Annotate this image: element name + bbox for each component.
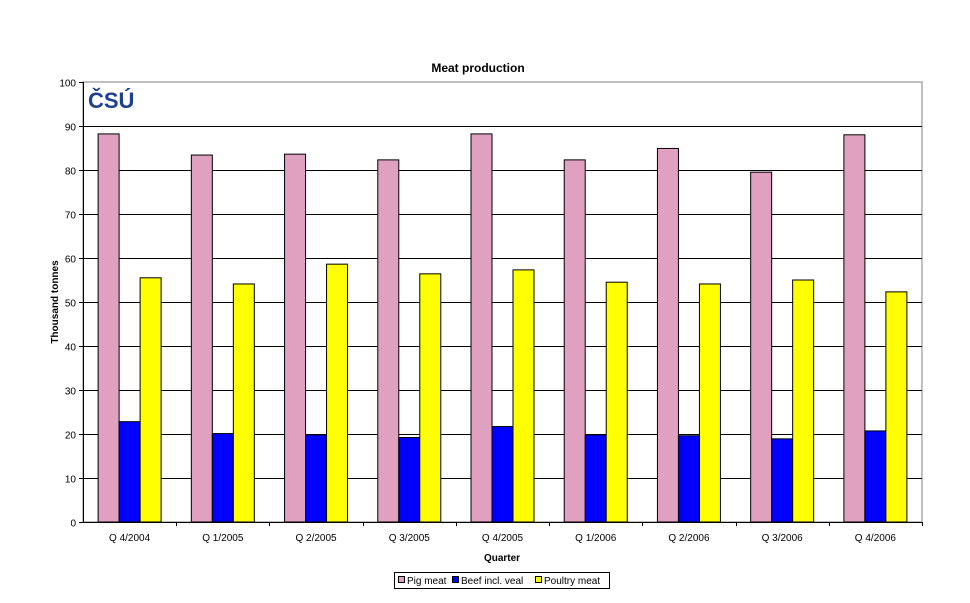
chart-title: Meat production (431, 61, 524, 75)
bar-beef-incl-veal (305, 434, 328, 523)
bar-pig-meat (190, 154, 213, 523)
bar-beef-incl-veal (584, 434, 607, 523)
bar-poultry-meat (419, 273, 442, 523)
bar-beef-incl-veal (864, 430, 887, 523)
x-tick-label: Q 2/2006 (668, 533, 710, 544)
bar-poultry-meat (605, 281, 628, 523)
bar-beef-incl-veal (771, 438, 794, 523)
legend-label: Pig meat (407, 576, 447, 587)
x-tick-label: Q 1/2005 (202, 533, 244, 544)
y-tick-label: 100 (59, 79, 76, 90)
y-tick-label: 80 (65, 167, 77, 178)
bar-pig-meat (563, 159, 586, 523)
x-tick-label: Q 2/2005 (295, 533, 337, 544)
bar-poultry-meat (326, 263, 349, 523)
legend-swatch (398, 576, 405, 583)
legend-label: Beef incl. veal (461, 576, 523, 587)
bar-poultry-meat (139, 277, 162, 523)
bar-poultry-meat (232, 283, 255, 523)
bar-poultry-meat (885, 291, 908, 523)
x-tick-label: Q 3/2006 (762, 533, 804, 544)
csu-logo: ČSÚ (88, 88, 134, 113)
bar-pig-meat (97, 133, 120, 523)
x-tick-label: Q 3/2005 (389, 533, 431, 544)
y-tick-label: 40 (65, 343, 77, 354)
y-axis-label: Thousand tonnes (50, 260, 61, 344)
x-tick-label: Q 4/2006 (855, 533, 897, 544)
legend: Pig meat Beef incl. veal Poultry meat (394, 572, 610, 589)
legend-swatch (452, 576, 459, 583)
bar-pig-meat (750, 171, 773, 523)
y-tick-label: 0 (70, 519, 76, 530)
bar-pig-meat (377, 159, 400, 523)
logo-text: ČSÚ (88, 88, 134, 113)
y-tick-label: 90 (65, 123, 77, 134)
bar-beef-incl-veal (398, 437, 421, 523)
legend-swatch (535, 576, 542, 583)
y-tick-label: 20 (65, 431, 77, 442)
bar-poultry-meat (512, 269, 535, 523)
bar-poultry-meat (698, 283, 721, 523)
y-tick-label: 10 (65, 475, 77, 486)
bar-poultry-meat (792, 279, 815, 523)
bar-pig-meat (843, 134, 866, 523)
x-axis-label: Quarter (484, 553, 520, 564)
bar-beef-incl-veal (677, 435, 700, 523)
bar-pig-meat (470, 133, 493, 523)
y-tick-label: 30 (65, 387, 77, 398)
x-tick-label: Q 4/2004 (109, 533, 151, 544)
y-tick-label: 50 (65, 299, 77, 310)
legend-box (394, 572, 610, 589)
y-tick-label: 70 (65, 211, 77, 222)
bar-pig-meat (656, 147, 679, 523)
x-tick-label: Q 1/2006 (575, 533, 617, 544)
bar-beef-incl-veal (118, 421, 141, 523)
legend-label: Poultry meat (544, 576, 600, 587)
x-tick-label: Q 4/2005 (482, 533, 524, 544)
bar-beef-incl-veal (491, 426, 514, 523)
y-tick-label: 60 (65, 255, 77, 266)
bar-pig-meat (284, 153, 307, 523)
bar-beef-incl-veal (211, 433, 234, 523)
